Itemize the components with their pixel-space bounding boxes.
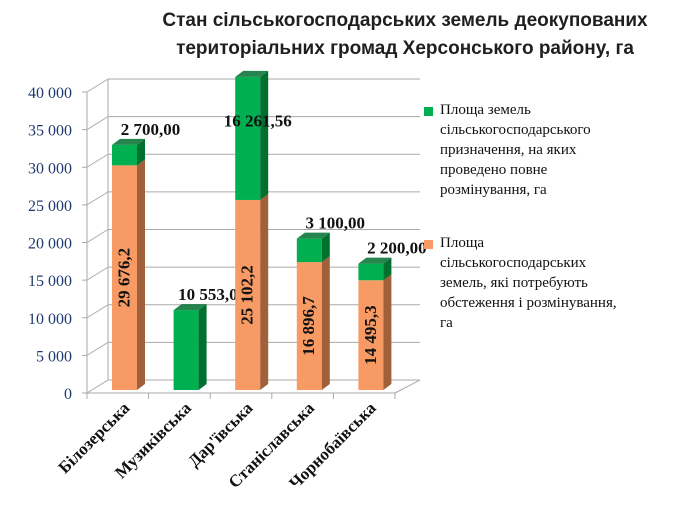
bar-side [321,232,330,263]
legend-line: обстеження і розмінування, [440,295,617,311]
bar-side [260,193,269,390]
data-label: 3 100,00 [306,214,366,233]
x-axis-depth [394,379,421,394]
data-label: 16 896,7 [299,296,318,356]
legend-item-demined: Площа земель сільськогосподарського приз… [440,100,691,200]
gridline-diagonal [86,191,109,206]
gridline-diagonal [86,379,109,394]
legend-line: сільськогосподарського [440,122,591,138]
bar-side [383,274,392,390]
y-tick-label: 35 000 [28,123,72,140]
y-tick-label: 25 000 [28,198,72,215]
data-label: 2 200,00 [367,239,427,258]
y-tick-label: 15 000 [28,273,72,290]
legend-line: проведено повне [440,162,548,178]
y-tick-label: 5 000 [36,348,72,365]
bar-segment-demined [358,263,384,281]
bar-side [137,159,145,390]
legend-swatch-green [424,107,433,116]
gridline-diagonal [86,153,109,168]
bar-side [383,257,392,281]
data-label: 25 102,2 [238,265,257,325]
legend-swatch-orange [424,240,433,249]
gridline-diagonal [86,266,109,281]
y-tick-label: 20 000 [28,236,72,253]
bar-segment-needs-demining [296,262,322,390]
data-label: 2 700,00 [121,120,181,139]
legend-line: земель, які потребують [440,275,588,291]
legend-line: сільськогосподарських [440,255,587,271]
y-tick-label: 30 000 [28,160,72,177]
bar-segment-demined [173,310,199,390]
data-label: 14 495,3 [361,305,380,365]
bar-segment-demined [296,238,322,263]
chart-title-line-1: Стан сільськогосподарських земель деокуп… [162,10,648,31]
bar-segment-demined [235,76,261,200]
bar-side [137,138,145,166]
bar-top [173,304,207,311]
y-tick-label: 10 000 [28,311,72,328]
legend-line: га [440,315,453,331]
data-label: 10 553,00 [178,285,246,304]
bar-side [198,304,207,390]
bar-segment-needs-demining [235,199,261,390]
gridline-diagonal [86,229,109,243]
bar-side [260,70,269,200]
bar-top [235,70,269,77]
legend-line: призначення, на яких [440,142,577,158]
bar-segment-needs-demining [358,280,384,390]
y-tick-label: 0 [64,386,72,403]
gridline-diagonal [86,116,109,131]
legend-line: Площа земель [440,102,531,118]
bar-segment-demined [112,144,137,166]
legend-item-needs-demining: Площа сільськогосподарських земель, які … [440,233,691,333]
legend-line: Площа [440,235,485,251]
bar-top [112,138,145,145]
gridline-diagonal [86,304,109,319]
legend-line: розмінування, га [440,182,547,198]
bar-segment-needs-demining [112,165,137,390]
bar-top [296,232,330,239]
gridline-diagonal [86,341,109,356]
chart-title-line-2: територіальних громад Херсонського район… [176,38,634,59]
data-label: 16 261,56 [224,111,292,130]
data-label: 29 676,2 [114,248,133,308]
y-tick-label: 40 000 [28,85,72,102]
bar-top [358,257,392,264]
bar-side [321,256,330,390]
gridline-diagonal [86,78,109,93]
